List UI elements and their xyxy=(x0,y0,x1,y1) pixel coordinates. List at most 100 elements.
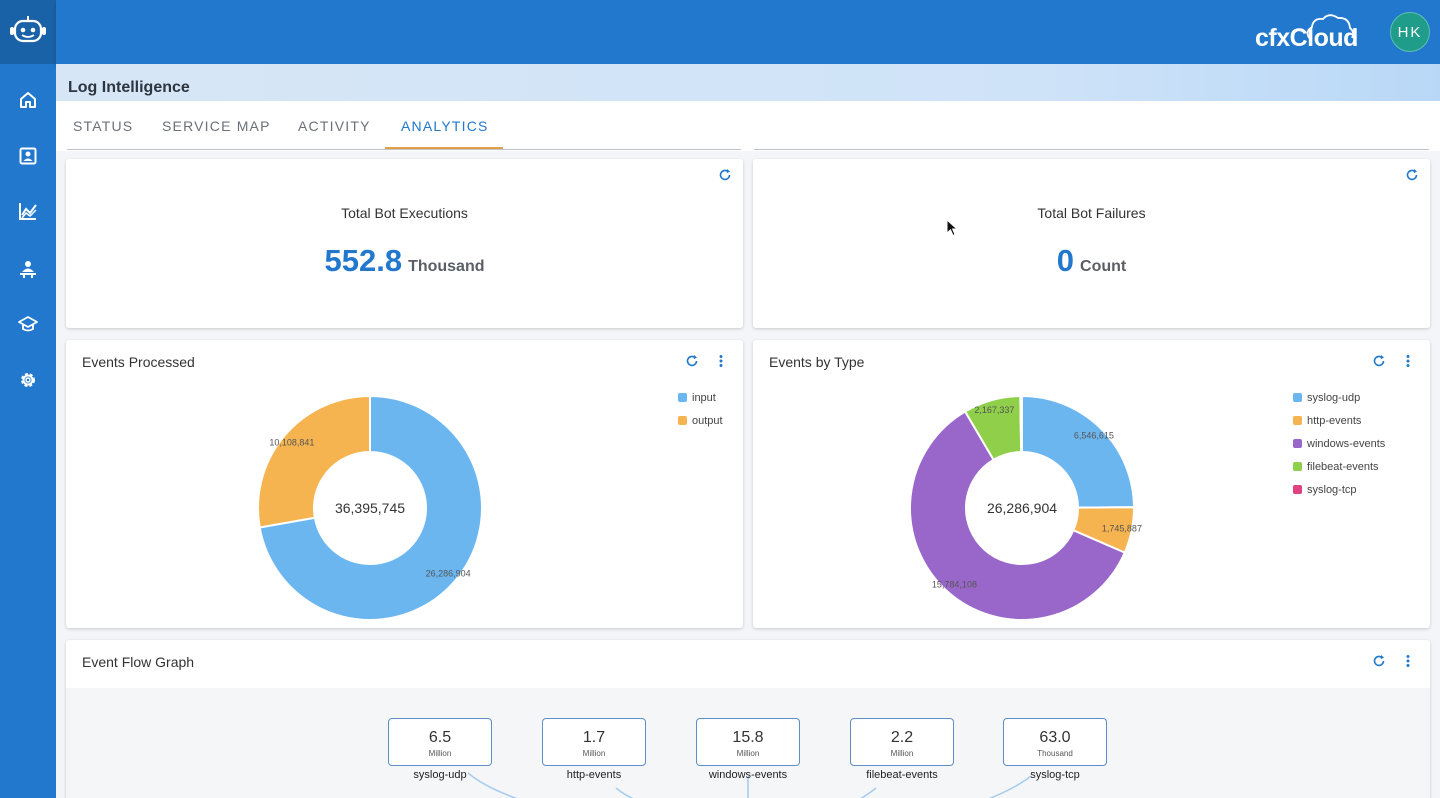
flow-node[interactable]: 2.2 Million xyxy=(850,718,954,766)
node-unit: Million xyxy=(582,749,606,758)
legend-label: syslog-tcp xyxy=(1307,483,1357,496)
contacts-icon xyxy=(18,146,38,171)
brand-name: cfxCloud xyxy=(1255,24,1358,52)
node-unit: Million xyxy=(428,749,452,758)
legend: input output xyxy=(678,386,723,432)
data-label: 10,108,841 xyxy=(269,437,314,447)
event-flow-graph-card: Event Flow Graph 6.5 Million syslog-udp … xyxy=(66,640,1430,798)
app-logo[interactable] xyxy=(0,0,56,64)
card-title: Events by Type xyxy=(769,354,865,370)
flow-node[interactable]: 15.8 Million xyxy=(696,718,800,766)
refresh-icon xyxy=(1372,654,1386,673)
card-title: Event Flow Graph xyxy=(82,654,195,670)
refresh-icon xyxy=(1372,354,1386,373)
sidebar-item-learning[interactable] xyxy=(0,308,56,344)
flow-node[interactable]: 63.0 Thousand xyxy=(1003,718,1107,766)
legend-item[interactable]: syslog-tcp xyxy=(1293,478,1385,501)
flow-node[interactable]: 1.7 Million xyxy=(542,718,646,766)
sidebar-item-settings[interactable] xyxy=(0,364,56,400)
tab-service-map[interactable]: SERVICE MAP xyxy=(162,118,271,134)
legend-item[interactable]: filebeat-events xyxy=(1293,455,1385,478)
refresh-button[interactable] xyxy=(683,354,701,372)
divider xyxy=(754,149,1429,150)
data-label: 6,546,615 xyxy=(1074,431,1114,441)
data-label: 26,286,904 xyxy=(426,569,471,579)
kpi-label: Total Bot Failures xyxy=(1037,205,1146,221)
legend-label: http-events xyxy=(1307,414,1362,427)
data-label: 1,745,887 xyxy=(1102,523,1142,533)
sidebar xyxy=(0,0,56,798)
legend-swatch xyxy=(1293,393,1302,402)
more-vertical-icon xyxy=(719,354,723,373)
node-value: 15.8 xyxy=(732,729,764,746)
user-avatar[interactable]: HK xyxy=(1390,12,1430,52)
robot-icon xyxy=(8,15,48,50)
more-options-button[interactable] xyxy=(1399,654,1417,672)
brand-logo[interactable]: cfxCloud xyxy=(1255,14,1358,52)
kpi-label: Total Bot Executions xyxy=(341,205,468,221)
refresh-button[interactable] xyxy=(1370,654,1388,672)
kpi-value: 0 xyxy=(1056,243,1075,278)
events-processed-card: Events Processed 26,286,904 10,108,841 36,… xyxy=(66,340,743,628)
node-unit: Million xyxy=(890,749,914,758)
refresh-button[interactable] xyxy=(1403,168,1421,186)
tab-activity[interactable]: ACTIVITY xyxy=(298,118,371,134)
node-value: 2.2 xyxy=(890,729,914,746)
divider xyxy=(67,149,741,150)
sidebar-item-contacts[interactable] xyxy=(0,140,56,176)
legend-item[interactable]: input xyxy=(678,386,723,409)
page-title: Log Intelligence xyxy=(68,79,190,96)
sidebar-item-users[interactable] xyxy=(0,253,56,289)
more-vertical-icon xyxy=(1406,354,1410,373)
node-label: windows-events xyxy=(708,769,788,781)
analytics-chart-icon xyxy=(18,201,38,226)
donut-slice-windows-events[interactable] xyxy=(909,410,1127,621)
legend-item[interactable]: http-events xyxy=(1293,409,1385,432)
legend-item[interactable]: output xyxy=(678,409,723,432)
tab-analytics[interactable]: ANALYTICS xyxy=(401,118,489,134)
donut-center-total: 36,395,745 xyxy=(335,500,405,516)
legend-label: syslog-udp xyxy=(1307,391,1361,404)
card-title: Events Processed xyxy=(82,354,195,370)
legend-label: filebeat-events xyxy=(1307,460,1379,473)
data-label: 2,167,337 xyxy=(974,405,1014,415)
node-label: filebeat-events xyxy=(866,769,938,781)
sidebar-item-home[interactable] xyxy=(0,84,56,120)
legend-item[interactable]: windows-events xyxy=(1293,432,1385,455)
legend-label: input xyxy=(692,391,716,404)
refresh-button[interactable] xyxy=(716,168,734,186)
node-value: 63.0 xyxy=(1039,729,1071,746)
events-processed-donut: 26,286,904 10,108,841 36,395,745 xyxy=(257,394,483,621)
events-by-type-donut: 6,546,615 1,745,887 15,784,108 2,167,337 26,… xyxy=(909,394,1142,621)
active-tab-indicator xyxy=(385,147,503,150)
donut-center-total: 26,286,904 xyxy=(987,500,1057,516)
more-options-button[interactable] xyxy=(1399,354,1417,372)
donut-slice-syslog-udp[interactable] xyxy=(1021,394,1136,509)
donut-slice-syslog-tcp[interactable] xyxy=(1019,394,1023,454)
node-label: syslog-udp xyxy=(413,769,467,781)
flow-node[interactable]: 6.5 Million xyxy=(388,718,492,766)
node-unit: Million xyxy=(736,749,760,758)
legend-item[interactable]: syslog-udp xyxy=(1293,386,1385,409)
node-label: http-events xyxy=(566,769,622,781)
legend-label: output xyxy=(692,414,723,427)
donut-slice-input[interactable] xyxy=(258,394,483,621)
kpi-value: 552.8 xyxy=(324,243,403,278)
node-label: syslog-tcp xyxy=(1030,769,1080,781)
legend-swatch xyxy=(1293,439,1302,448)
refresh-button[interactable] xyxy=(1370,354,1388,372)
refresh-icon xyxy=(685,354,699,373)
tab-status[interactable]: STATUS xyxy=(73,118,134,134)
page-header: Log Intelligence xyxy=(56,64,1440,101)
refresh-icon xyxy=(1405,168,1419,187)
gear-icon xyxy=(18,370,38,395)
kpi-card-failures: Total Bot Failures 0 Count xyxy=(753,159,1430,328)
home-icon xyxy=(18,90,38,115)
legend-swatch xyxy=(678,393,687,402)
more-options-button[interactable] xyxy=(712,354,730,372)
tab-bar: STATUS SERVICE MAP ACTIVITY ANALYTICS xyxy=(56,101,1440,151)
donut-slice-output[interactable] xyxy=(257,394,371,529)
legend-swatch xyxy=(1293,485,1302,494)
sidebar-item-analytics[interactable] xyxy=(0,195,56,231)
refresh-icon xyxy=(718,168,732,187)
